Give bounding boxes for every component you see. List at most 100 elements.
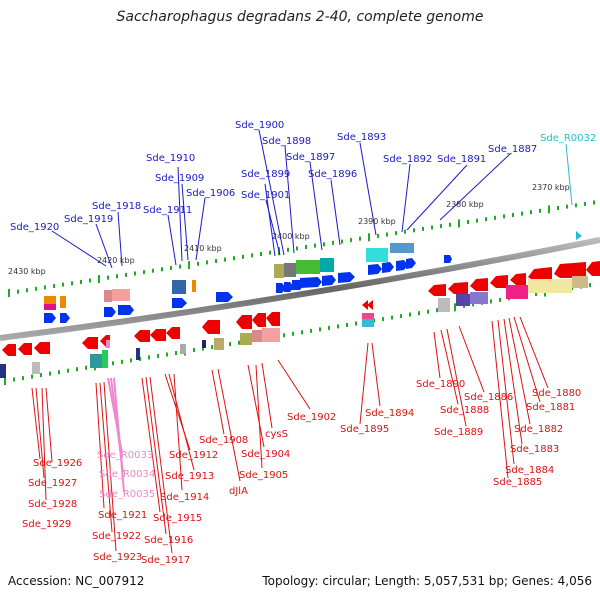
- tick-mark: [112, 361, 114, 366]
- gene-label-sde-1895[interactable]: Sde_1895: [340, 424, 389, 435]
- gene-label-sde-1891[interactable]: Sde_1891: [437, 154, 486, 165]
- gene-label-sde-1908[interactable]: Sde_1908: [199, 435, 248, 446]
- scale-label-2400: 2400 kbp: [272, 232, 310, 241]
- top-leader-lines: [51, 129, 573, 269]
- tick-mark: [188, 261, 190, 270]
- gene-arrow-1888: [428, 284, 446, 296]
- gene-label-sde-1905[interactable]: Sde_1905: [239, 470, 288, 481]
- tick-mark: [67, 368, 69, 373]
- gene-arrow-1928: [18, 343, 32, 355]
- tick-mark: [535, 292, 537, 296]
- gene-label-sde-1886[interactable]: Sde_1886: [464, 392, 513, 403]
- gene-arrow-1889: [406, 258, 416, 269]
- gene-label-sde-1927[interactable]: Sde_1927: [28, 478, 77, 489]
- gene-label-sde-1896[interactable]: Sde_1896: [308, 169, 357, 180]
- scale-label-2410: 2410 kbp: [184, 244, 222, 253]
- tick-mark: [121, 359, 123, 364]
- tick-mark: [85, 365, 87, 370]
- gene-label-sde-1915[interactable]: Sde_1915: [153, 513, 202, 524]
- gene-label-sde-r0033[interactable]: Sde_R0033: [97, 450, 153, 461]
- gene-arrow-1918: [124, 305, 134, 315]
- tick-mark: [71, 281, 73, 286]
- gene-label-sde-1899[interactable]: Sde_1899: [241, 169, 290, 180]
- gene-label-sde-1906[interactable]: Sde_1906: [186, 188, 235, 199]
- tick-mark: [409, 312, 411, 317]
- tick-mark: [368, 233, 370, 242]
- gene-label-sde-1887[interactable]: Sde_1887: [488, 144, 537, 155]
- gene-label-sde-1901[interactable]: Sde_1901: [241, 190, 290, 201]
- tick-mark: [305, 245, 307, 249]
- gene-label-sde-1920[interactable]: Sde_1920: [10, 222, 59, 233]
- gene-label-sde-1913[interactable]: Sde_1913: [165, 471, 214, 482]
- gene-label-sde-1904[interactable]: Sde_1904: [241, 449, 290, 460]
- gene-label-sde-1926[interactable]: Sde_1926: [33, 458, 82, 469]
- gene-label-sde-1881[interactable]: Sde_1881: [526, 402, 575, 413]
- gene-label-sde-1929[interactable]: Sde_1929: [22, 519, 71, 530]
- gene-arrow-1894: [338, 272, 355, 283]
- tick-mark: [490, 299, 492, 304]
- gene-label-sde-1883[interactable]: Sde_1883: [510, 444, 559, 455]
- tick-mark: [427, 309, 429, 314]
- gene-label-sde-1884[interactable]: Sde_1884: [505, 465, 554, 476]
- gene-label-sde-1897[interactable]: Sde_1897: [286, 152, 335, 163]
- tick-mark: [238, 340, 240, 345]
- gene-label-sde-1893[interactable]: Sde_1893: [337, 132, 386, 143]
- gene-label-sde-1912[interactable]: Sde_1912: [169, 450, 218, 461]
- gene-label-sde-1894[interactable]: Sde_1894: [365, 408, 414, 419]
- gene-label-sde-1909[interactable]: Sde_1909: [155, 173, 204, 184]
- tick-mark: [35, 286, 37, 291]
- gene-label-sde-1921[interactable]: Sde_1921: [98, 510, 147, 521]
- gene-label-sde-1900[interactable]: Sde_1900: [235, 120, 284, 131]
- gene-label-sde-r0035[interactable]: Sde_R0035: [99, 489, 155, 500]
- gene-label-sde-1917[interactable]: Sde_1917: [141, 555, 190, 566]
- gene-label-sde-1916[interactable]: Sde_1916: [144, 535, 193, 546]
- tick-mark: [170, 265, 172, 270]
- accession-text: Accession: NC_007912: [8, 574, 145, 588]
- gene-label-sde-1902[interactable]: Sde_1902: [287, 412, 336, 423]
- gene-arrow-1915: [166, 327, 180, 339]
- tick-mark: [584, 201, 586, 206]
- gene-label-sde-1892[interactable]: Sde_1892: [383, 154, 432, 165]
- gene-label-sde-r0032[interactable]: Sde_R0032: [540, 133, 596, 144]
- tick-mark: [166, 352, 168, 357]
- gene-label-sde-1882[interactable]: Sde_1882: [514, 424, 563, 435]
- tick-mark: [130, 358, 132, 363]
- gene-label-sde-1898[interactable]: Sde_1898: [262, 136, 311, 147]
- tick-mark: [89, 278, 91, 283]
- gene-label-sde-1923[interactable]: Sde_1923: [93, 552, 142, 563]
- gene-arrow-1902: [266, 312, 280, 326]
- gene-label-sde-r0034[interactable]: Sde_R0034: [99, 469, 155, 480]
- gene-label-djla[interactable]: dJlA: [229, 486, 248, 497]
- feature-box: [104, 290, 112, 302]
- tick-mark: [31, 374, 33, 379]
- tick-row-upper: [8, 200, 595, 297]
- tick-mark: [116, 274, 118, 279]
- gene-arrow-1904: [252, 313, 266, 327]
- tick-mark: [242, 254, 244, 259]
- gene-label-sde-1919[interactable]: Sde_1919: [64, 214, 113, 225]
- tick-mark: [350, 238, 352, 243]
- gene-label-sde-1928[interactable]: Sde_1928: [28, 499, 77, 510]
- gene-label-sde-1885[interactable]: Sde_1885: [493, 477, 542, 488]
- gene-label-sde-1910[interactable]: Sde_1910: [146, 153, 195, 164]
- gene-label-sde-1888[interactable]: Sde_1888: [440, 405, 489, 416]
- gene-label-sde-1918[interactable]: Sde_1918: [92, 201, 141, 212]
- top-label-group: Sde_1920 Sde_1919 Sde_1918 Sde_1911 Sde_…: [10, 120, 596, 233]
- gene-label-sde-1914[interactable]: Sde_1914: [160, 492, 209, 503]
- tick-mark: [467, 220, 469, 224]
- gene-label-sde-1890[interactable]: Sde_1890: [416, 379, 465, 390]
- gene-label-sde-1922[interactable]: Sde_1922: [92, 531, 141, 542]
- rna-marker: [576, 231, 582, 240]
- upper-right-feature-boxes: [362, 276, 588, 327]
- tick-mark: [283, 333, 285, 338]
- gene-label-sde-1911[interactable]: Sde_1911: [143, 205, 192, 216]
- gene-label-cyss[interactable]: cysS: [265, 429, 288, 440]
- gene-arrow-1905: [236, 315, 252, 329]
- gene-arrow-1929: [2, 344, 16, 356]
- gene-arrow-1881: [528, 267, 552, 281]
- gene-label-sde-1889[interactable]: Sde_1889: [434, 427, 483, 438]
- gene-label-sde-1880[interactable]: Sde_1880: [532, 388, 581, 399]
- tick-mark: [341, 239, 343, 244]
- gene-arrow-1923: [82, 337, 98, 349]
